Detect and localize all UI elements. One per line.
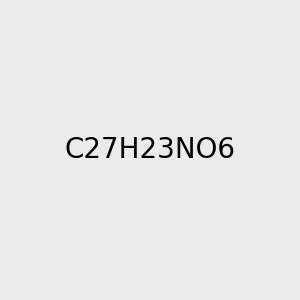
Text: C27H23NO6: C27H23NO6 [64, 136, 236, 164]
